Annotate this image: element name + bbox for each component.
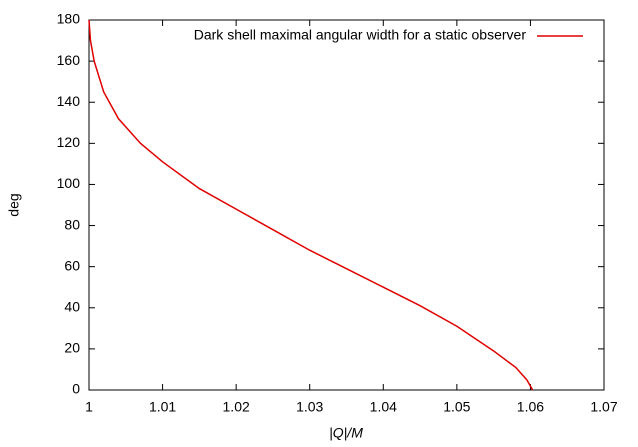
x-tick-label: 1 — [85, 399, 93, 415]
y-tick-label: 140 — [57, 93, 81, 109]
x-tick-label: 1.05 — [443, 399, 470, 415]
y-tick-label: 60 — [64, 257, 80, 273]
x-tick-label: 1.06 — [517, 399, 544, 415]
y-tick-label: 180 — [57, 11, 81, 27]
plot-frame — [88, 19, 605, 391]
x-axis-label: |Q|/M — [329, 425, 363, 441]
y-tick-label: 120 — [57, 134, 81, 150]
y-tick-label: 100 — [57, 175, 81, 191]
x-tick-label: 1.03 — [296, 399, 323, 415]
x-tick-label: 1.04 — [370, 399, 397, 415]
y-tick-label: 160 — [57, 52, 81, 68]
y-tick-label: 40 — [64, 298, 80, 314]
x-tick-label: 1.02 — [223, 399, 250, 415]
y-axis-label: deg — [6, 193, 22, 216]
y-tick-label: 80 — [64, 216, 80, 232]
y-tick-label: 0 — [72, 381, 80, 397]
y-tick-label: 20 — [64, 340, 80, 356]
x-tick-label: 1.01 — [149, 399, 176, 415]
legend-label: Dark shell maximal angular width for a s… — [194, 27, 527, 43]
x-tick-label: 1.07 — [590, 399, 617, 415]
data-line — [88, 19, 534, 391]
